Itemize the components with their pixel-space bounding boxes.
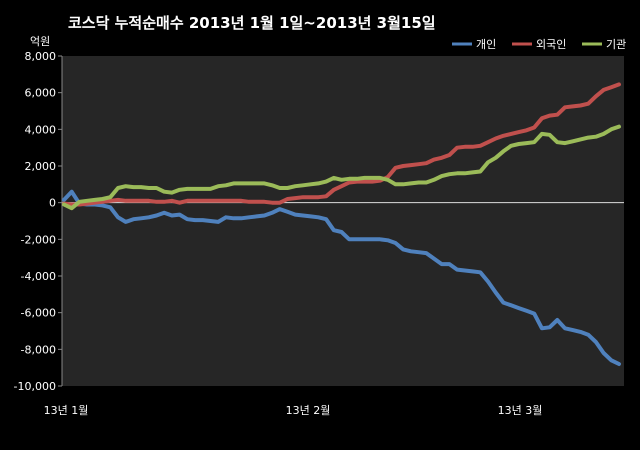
series-line-2 bbox=[62, 82, 621, 207]
y-tick-label: 2,000 bbox=[25, 160, 57, 173]
legend-label: 외국인 bbox=[536, 38, 566, 51]
series-lines bbox=[62, 82, 621, 366]
x-tick-label: 13년 1월 bbox=[44, 404, 89, 417]
y-tick-label: -4,000 bbox=[21, 270, 56, 283]
y-axis-ticks: 8,000 6,000 4,000 2,000 0 -2,000 -4,000 -6,000 -… bbox=[14, 50, 62, 393]
y-tick-label: -8,000 bbox=[21, 343, 56, 356]
y-tick-label: -6,000 bbox=[21, 307, 56, 320]
plot-area bbox=[62, 56, 624, 386]
x-tick-label: 13년 3월 bbox=[498, 404, 543, 417]
legend-label: 개인 bbox=[476, 38, 496, 51]
y-tick-label: 0 bbox=[49, 197, 56, 210]
x-tick-label: 13년 2월 bbox=[286, 404, 331, 417]
y-tick-label: 8,000 bbox=[25, 50, 57, 63]
y-tick-label: 6,000 bbox=[25, 87, 57, 100]
y-tick-label: 4,000 bbox=[25, 123, 57, 136]
y-unit-label: 억원 bbox=[30, 35, 50, 48]
legend: 개인 외국인 기관 bbox=[452, 38, 626, 51]
x-axis-labels: 13년 1월 13년 2월 13년 3월 bbox=[44, 404, 543, 417]
series-line-1 bbox=[62, 189, 621, 366]
legend-label: 기관 bbox=[606, 38, 626, 51]
chart-title: 코스닥 누적순매수 2013년 1월 1일~2013년 3월15일 bbox=[68, 14, 436, 32]
series-line-3 bbox=[62, 124, 621, 211]
y-tick-label: -2,000 bbox=[21, 233, 56, 246]
y-tick-label: -10,000 bbox=[14, 380, 56, 393]
